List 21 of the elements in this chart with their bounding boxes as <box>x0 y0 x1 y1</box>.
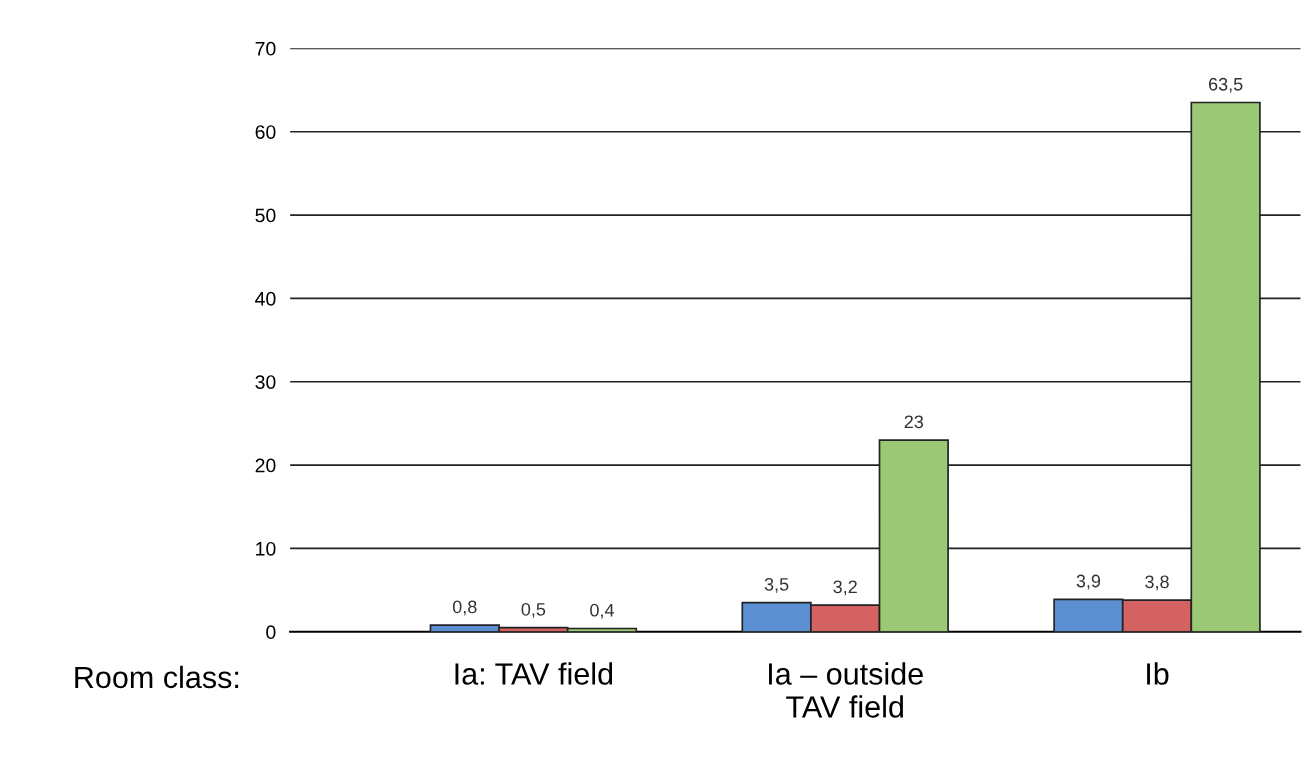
data-label: 3,8 <box>1145 575 1169 591</box>
text: Room class: <box>75 665 239 689</box>
data-label: 63,5 <box>1208 77 1243 93</box>
y-tick-label: 30 <box>255 375 276 389</box>
y-tick-label: 10 <box>256 541 276 556</box>
x-tick-label: Ib <box>1147 662 1169 685</box>
y-tick-label: 20 <box>255 458 276 473</box>
data-label: 0,5 <box>521 602 546 618</box>
data-label: 23 <box>904 415 924 429</box>
y-tick-label: 0 <box>266 625 276 640</box>
y-tick-label: 60 <box>255 125 276 139</box>
x-tick-label: Ia: TAV field <box>455 662 613 685</box>
data-label: 0,8 <box>452 600 477 616</box>
data-label: 3,9 <box>1076 574 1101 590</box>
y-tick-label: 70 <box>255 41 276 56</box>
x-tick-label: Ia – outside TAV field <box>769 662 923 718</box>
data-label: 0,4 <box>590 603 614 619</box>
y-tick-label: 40 <box>255 291 276 306</box>
data-label: 3,2 <box>833 580 857 596</box>
y-tick-label: 50 <box>255 208 276 223</box>
data-label: 3,5 <box>764 577 789 593</box>
